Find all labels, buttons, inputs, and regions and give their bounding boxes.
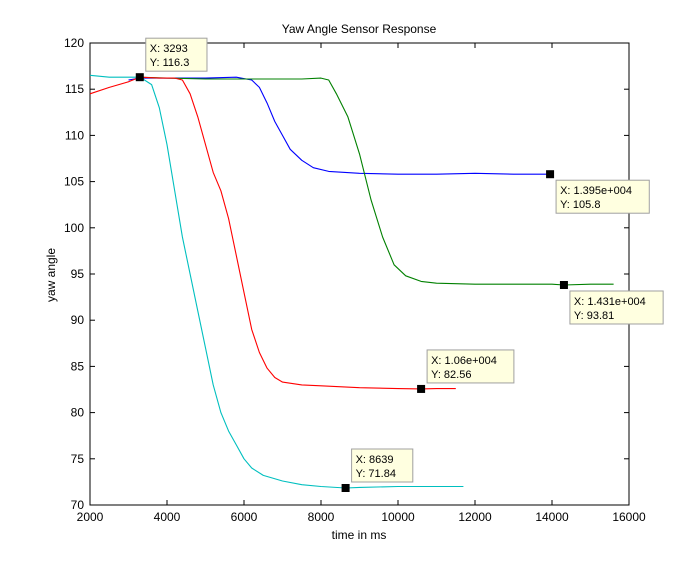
y-tick-label-5: 95	[71, 267, 85, 281]
datatip-box-1	[555, 179, 650, 214]
x-tick-label-7: 16000	[612, 510, 646, 524]
series-line-0	[128, 76, 551, 175]
x-tick-label-5: 12000	[458, 510, 492, 524]
y-tick-label-3: 85	[71, 359, 85, 373]
datatip-box-2	[569, 290, 664, 325]
x-tick-label-4: 10000	[381, 510, 415, 524]
x-tick-label-6: 14000	[535, 510, 569, 524]
datatip-y-text-4: Y: 71.84	[356, 468, 396, 480]
y-tick-label-10: 120	[64, 36, 84, 50]
plot-area: 2000 4000 6000 8000 10000 12000 14000 16000 70 75…	[64, 36, 664, 524]
y-axis-label: yaw angle	[44, 248, 58, 302]
x-tick-label-0: 2000	[77, 510, 104, 524]
datatip-2: X: 1.431e+004 Y: 93.81	[559, 280, 664, 325]
x-tick-label-2: 6000	[231, 510, 258, 524]
chart-title: Yaw Angle Sensor Response	[282, 22, 437, 36]
series-line-3	[89, 74, 464, 489]
datatip-box-3	[426, 349, 515, 384]
datatip-x-text-2: X: 1.431e+004	[574, 296, 646, 308]
datatip-marker-0	[135, 73, 144, 82]
datatip-y-text-3: Y: 82.56	[431, 369, 471, 381]
x-axis-label: time in ms	[332, 528, 387, 542]
series-line-2	[89, 76, 456, 390]
y-tick-label-6: 100	[64, 221, 84, 235]
x-tick-label-3: 8000	[308, 510, 335, 524]
datatip-0: X: 3293 Y: 116.3	[135, 37, 208, 82]
x-tick-label-1: 4000	[154, 510, 181, 524]
datatip-x-text-1: X: 1.395e+004	[560, 185, 632, 197]
y-tick-label-1: 75	[71, 452, 85, 466]
datatip-4: X: 8639 Y: 71.84	[341, 448, 414, 492]
y-tick-label-4: 90	[71, 313, 85, 327]
y-tick-label-7: 105	[64, 175, 84, 189]
datatip-y-text-1: Y: 105.8	[560, 199, 600, 211]
axes-box	[89, 42, 630, 506]
datatip-x-text-0: X: 3293	[150, 43, 188, 55]
datatip-x-text-4: X: 8639	[356, 454, 394, 466]
y-tick-label-0: 70	[71, 498, 85, 512]
datatip-y-text-0: Y: 116.3	[150, 57, 190, 69]
y-tick-label-2: 80	[71, 406, 85, 420]
datatip-y-text-2: Y: 93.81	[574, 310, 614, 322]
y-tick-label-8: 110	[65, 128, 84, 142]
datatip-marker-1	[546, 170, 555, 179]
datatip-box-0	[145, 37, 208, 72]
datatip-box-4	[351, 448, 414, 483]
y-tick-label-9: 115	[65, 82, 84, 96]
series-line-1	[138, 76, 614, 286]
datatip-marker-2	[559, 280, 568, 289]
datatip-marker-3	[417, 384, 426, 393]
datatip-1: X: 1.395e+004 Y: 105.8	[546, 170, 650, 214]
datatip-3: X: 1.06e+004 Y: 82.56	[417, 349, 515, 393]
datatip-x-text-3: X: 1.06e+004	[431, 355, 497, 367]
datatip-marker-4	[341, 483, 350, 492]
